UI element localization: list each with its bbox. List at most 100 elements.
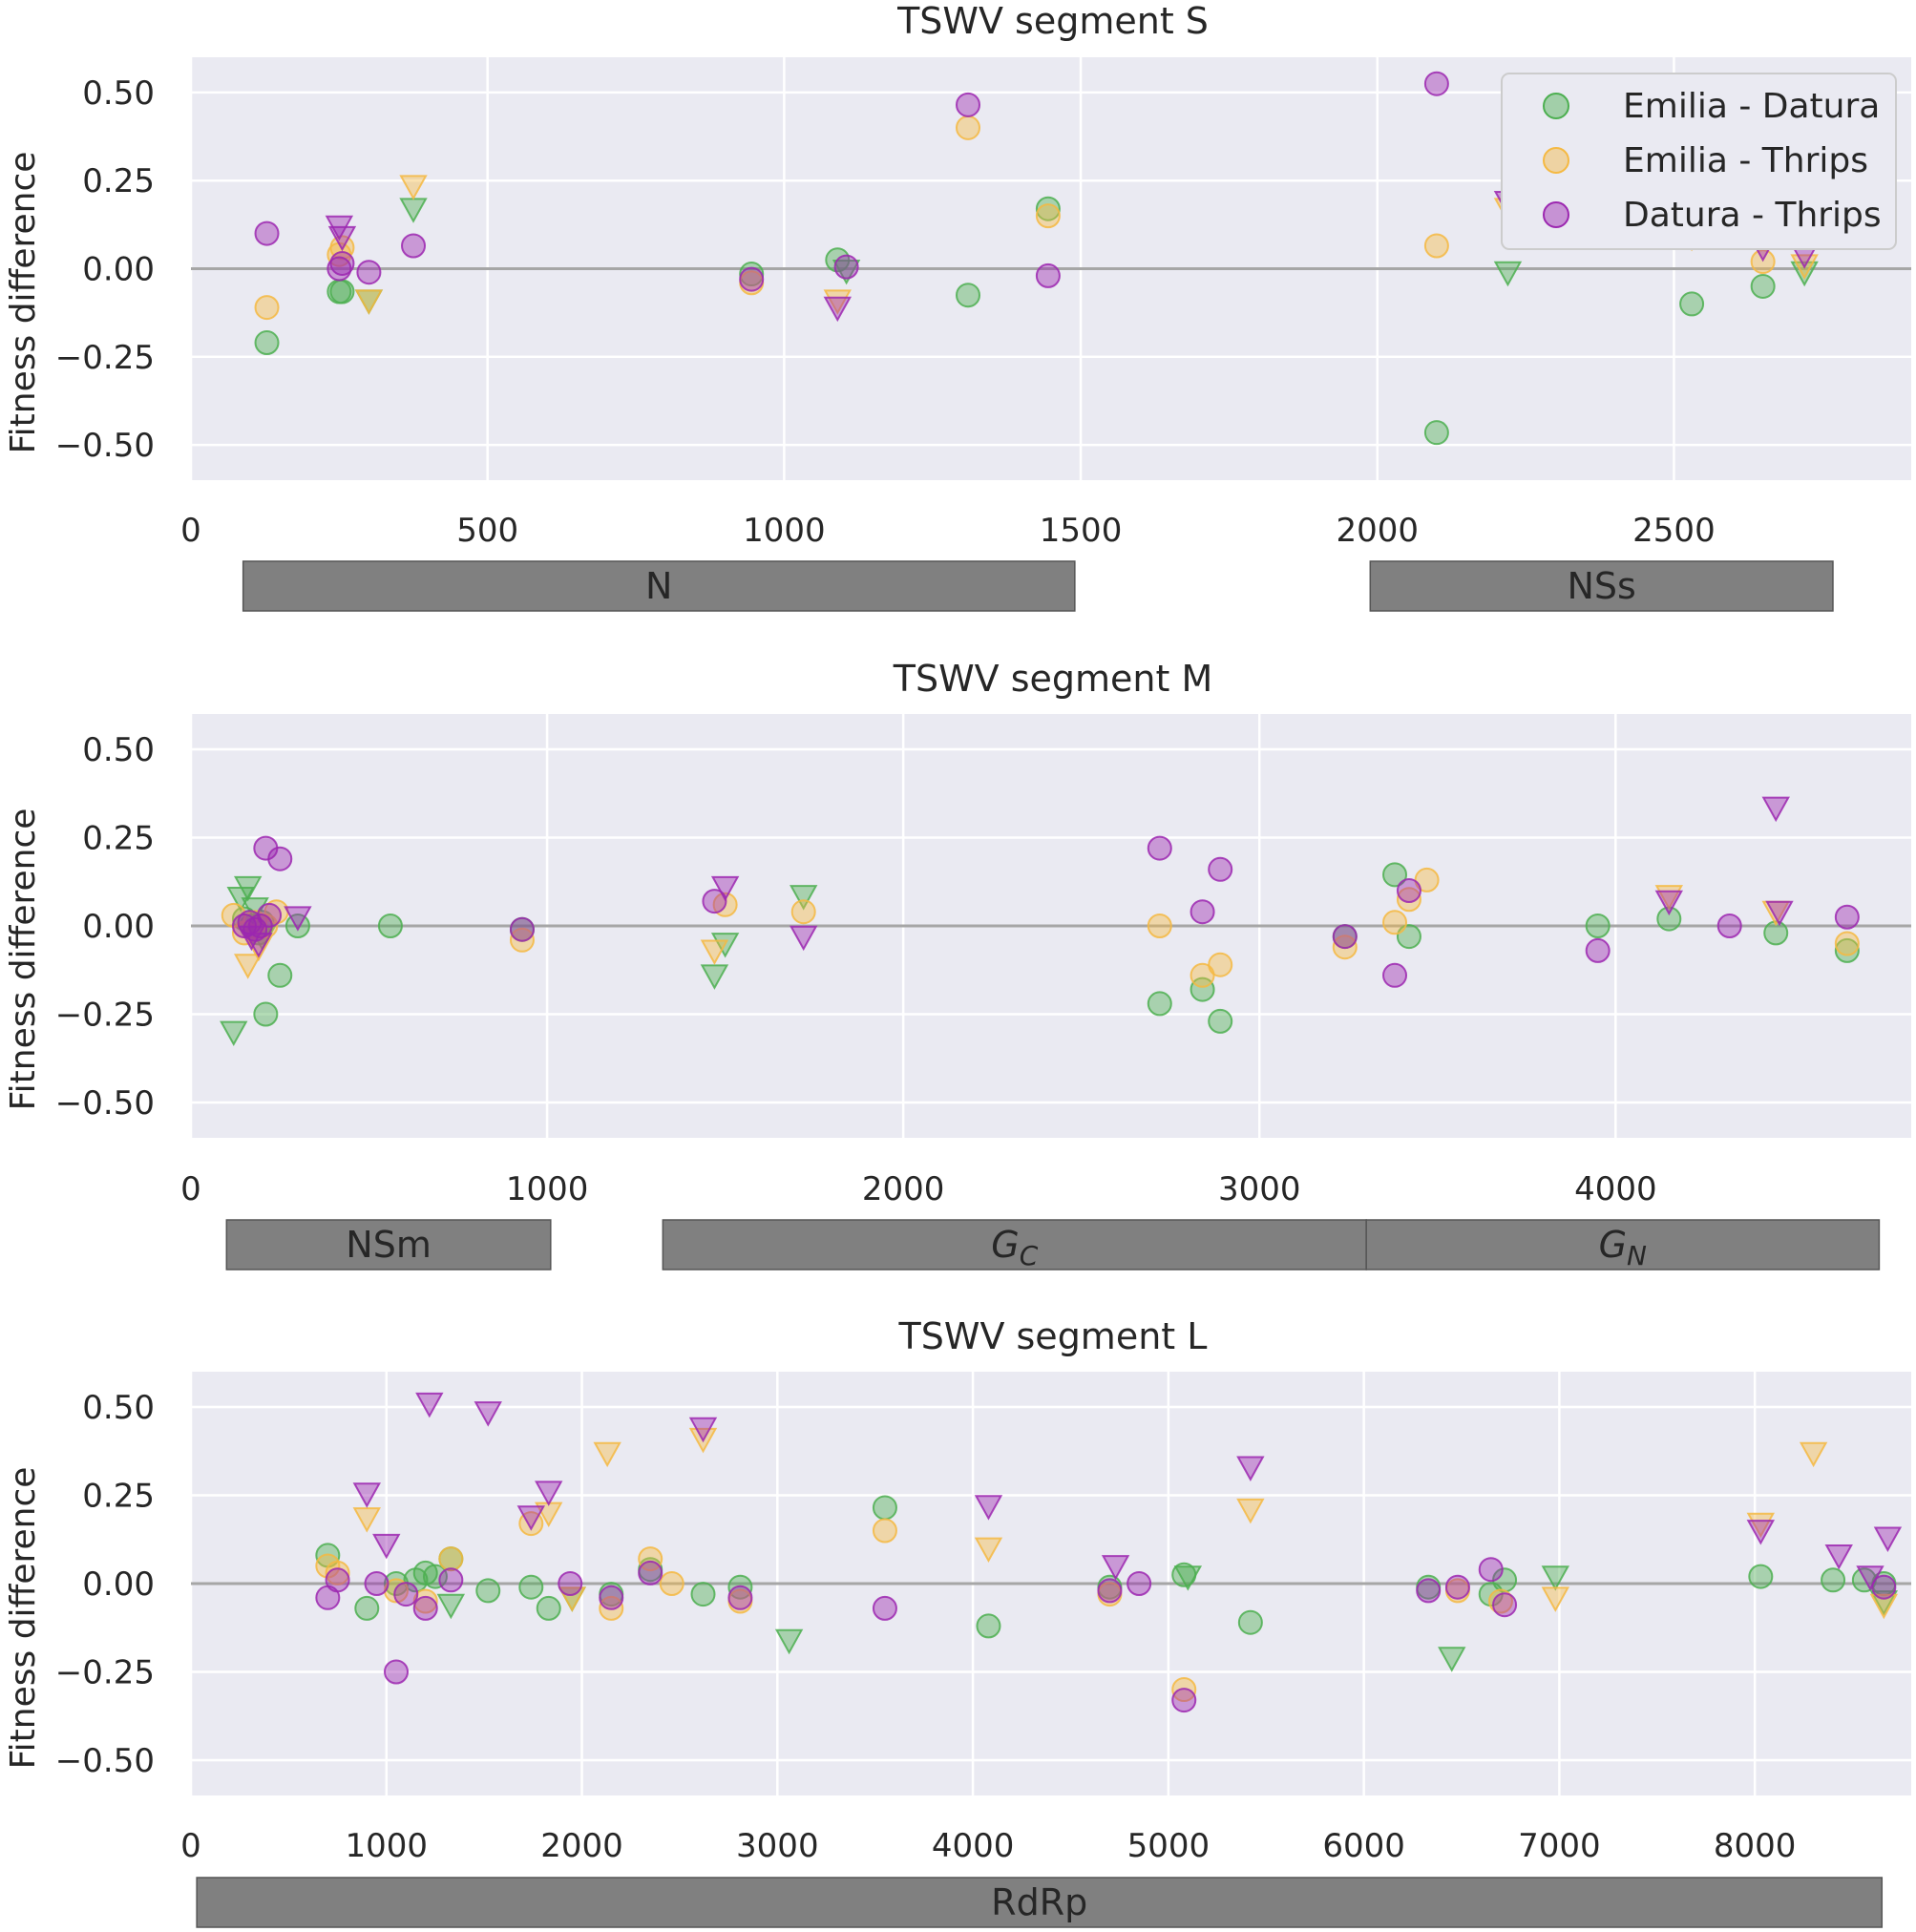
data-point-circle <box>329 279 355 304</box>
data-point-circle <box>329 250 355 276</box>
y-tick-label: 0.00 <box>82 1565 155 1604</box>
gridlines <box>189 1372 1911 1796</box>
data-point-triangle <box>1746 1512 1776 1539</box>
data-point-circle <box>872 1595 897 1621</box>
data-point-circle <box>401 233 427 259</box>
data-point-circle <box>976 1613 1001 1639</box>
data-point-circle <box>1821 1567 1846 1593</box>
y-tick-labels: 0.50 0.25 0.00 −0.25 −0.50 <box>55 74 155 465</box>
panel-title: TSWV segment L <box>898 1315 1208 1357</box>
data-point-circle <box>872 1495 897 1521</box>
data-point-circle <box>325 1567 350 1593</box>
data-point-circle <box>659 1571 684 1596</box>
data-point-circle <box>267 846 293 872</box>
data-point-triangle <box>474 1401 502 1427</box>
y-tick-label: 0.25 <box>82 162 155 200</box>
data-point-triangle <box>1856 1565 1884 1591</box>
data-point-circle <box>1492 1592 1518 1618</box>
data-point-circle <box>254 330 280 356</box>
data-point-triangle <box>220 1020 248 1047</box>
data-point-triangle <box>354 289 384 315</box>
data-point-triangle <box>1101 1555 1130 1581</box>
legend-label-emilia-thrips: Emilia - Thrips <box>1623 141 1868 180</box>
data-point-circle <box>536 1595 561 1621</box>
data-point-triangle <box>1824 1544 1853 1570</box>
data-point-circle <box>1834 904 1860 930</box>
data-point-circle <box>1147 991 1172 1017</box>
data-point-triangle <box>1746 1520 1776 1545</box>
data-point-circle <box>1478 1557 1504 1583</box>
y-tick-labels: 0.50 0.25 0.00 −0.25 −0.50 <box>55 731 155 1123</box>
x-tick-label: 2500 <box>1632 512 1716 550</box>
data-point-triangle <box>823 289 853 315</box>
data-point-triangle <box>352 1507 381 1533</box>
gene-label: GN <box>1599 1224 1647 1271</box>
data-point-circle <box>1396 878 1421 903</box>
data-point-circle <box>254 220 280 246</box>
data-point-triangle <box>1173 1565 1203 1591</box>
y-tick-label: −0.25 <box>55 1654 155 1692</box>
data-points <box>254 71 1819 446</box>
data-point-triangle <box>1799 1441 1828 1468</box>
y-tick-label: −0.50 <box>55 427 155 465</box>
data-point-circle <box>1423 233 1449 259</box>
gene-annotations: N NSs <box>242 560 1834 612</box>
data-point-triangle <box>1236 1498 1265 1524</box>
y-tick-label: 0.50 <box>82 731 155 769</box>
y-tick-label: 0.00 <box>82 908 155 946</box>
data-point-triangle <box>399 175 428 200</box>
data-point-triangle <box>436 1593 466 1620</box>
data-point-circle <box>1190 976 1215 1002</box>
x-tick-labels: 0 500 1000 1500 2000 2500 <box>180 512 1716 550</box>
data-point-circle <box>1444 1574 1470 1600</box>
data-points <box>315 1392 1903 1713</box>
y-axis-label: Fitness difference <box>4 152 43 454</box>
data-point-circle <box>1382 962 1408 988</box>
x-tick-label: 3000 <box>736 1827 819 1865</box>
data-point-triangle <box>415 1392 444 1418</box>
data-point-triangle <box>832 259 861 285</box>
gene-label-subscript: N <box>1627 1240 1647 1271</box>
data-point-circle <box>325 1560 350 1586</box>
data-point-circle <box>267 962 293 988</box>
data-point-circle <box>1332 924 1358 950</box>
gene-bar <box>1365 1219 1881 1270</box>
x-tick-label: 1000 <box>743 512 826 550</box>
data-point-triangle <box>284 906 312 932</box>
data-point-circle <box>739 262 765 287</box>
data-point-circle <box>1716 914 1742 938</box>
data-point-triangle <box>710 875 740 902</box>
x-tick-label: 8000 <box>1714 1827 1797 1865</box>
data-point-circle <box>1423 420 1449 446</box>
data-point-circle <box>1585 914 1611 938</box>
legend-label-emilia-datura: Emilia - Datura <box>1623 87 1880 126</box>
data-point-circle <box>1382 862 1408 888</box>
x-tick-label: 5000 <box>1127 1827 1211 1865</box>
data-point-triangle <box>1493 261 1523 287</box>
data-point-circle <box>412 1595 438 1621</box>
x-tick-label: 0 <box>180 512 201 550</box>
data-point-triangle <box>233 875 263 902</box>
data-point-circle <box>422 1564 448 1589</box>
data-point-triangle <box>241 897 269 923</box>
panel-title: TSWV segment M <box>893 658 1213 700</box>
panel-segment-l: TSWV segment L 0.50 0.25 0.00 −0.25 −0.50 0 1… <box>4 1315 1911 1928</box>
data-point-circle <box>1035 196 1061 221</box>
data-point-triangle <box>790 925 818 952</box>
data-point-circle <box>872 1518 897 1544</box>
data-point-circle <box>475 1578 501 1604</box>
data-point-circle <box>384 1659 410 1685</box>
data-point-triangle <box>237 925 266 952</box>
y-tick-label: −0.50 <box>55 1742 155 1780</box>
x-tick-label: 500 <box>456 512 518 550</box>
gene-bar <box>1369 560 1834 612</box>
data-points <box>220 796 1860 1047</box>
data-point-circle <box>1237 1609 1263 1635</box>
data-point-triangle <box>593 1441 621 1468</box>
data-point-circle <box>956 115 981 140</box>
x-tick-label: 6000 <box>1322 1827 1405 1865</box>
data-point-circle <box>833 254 859 280</box>
data-point-circle <box>1487 1588 1513 1614</box>
x-tick-label: 1500 <box>1040 512 1123 550</box>
